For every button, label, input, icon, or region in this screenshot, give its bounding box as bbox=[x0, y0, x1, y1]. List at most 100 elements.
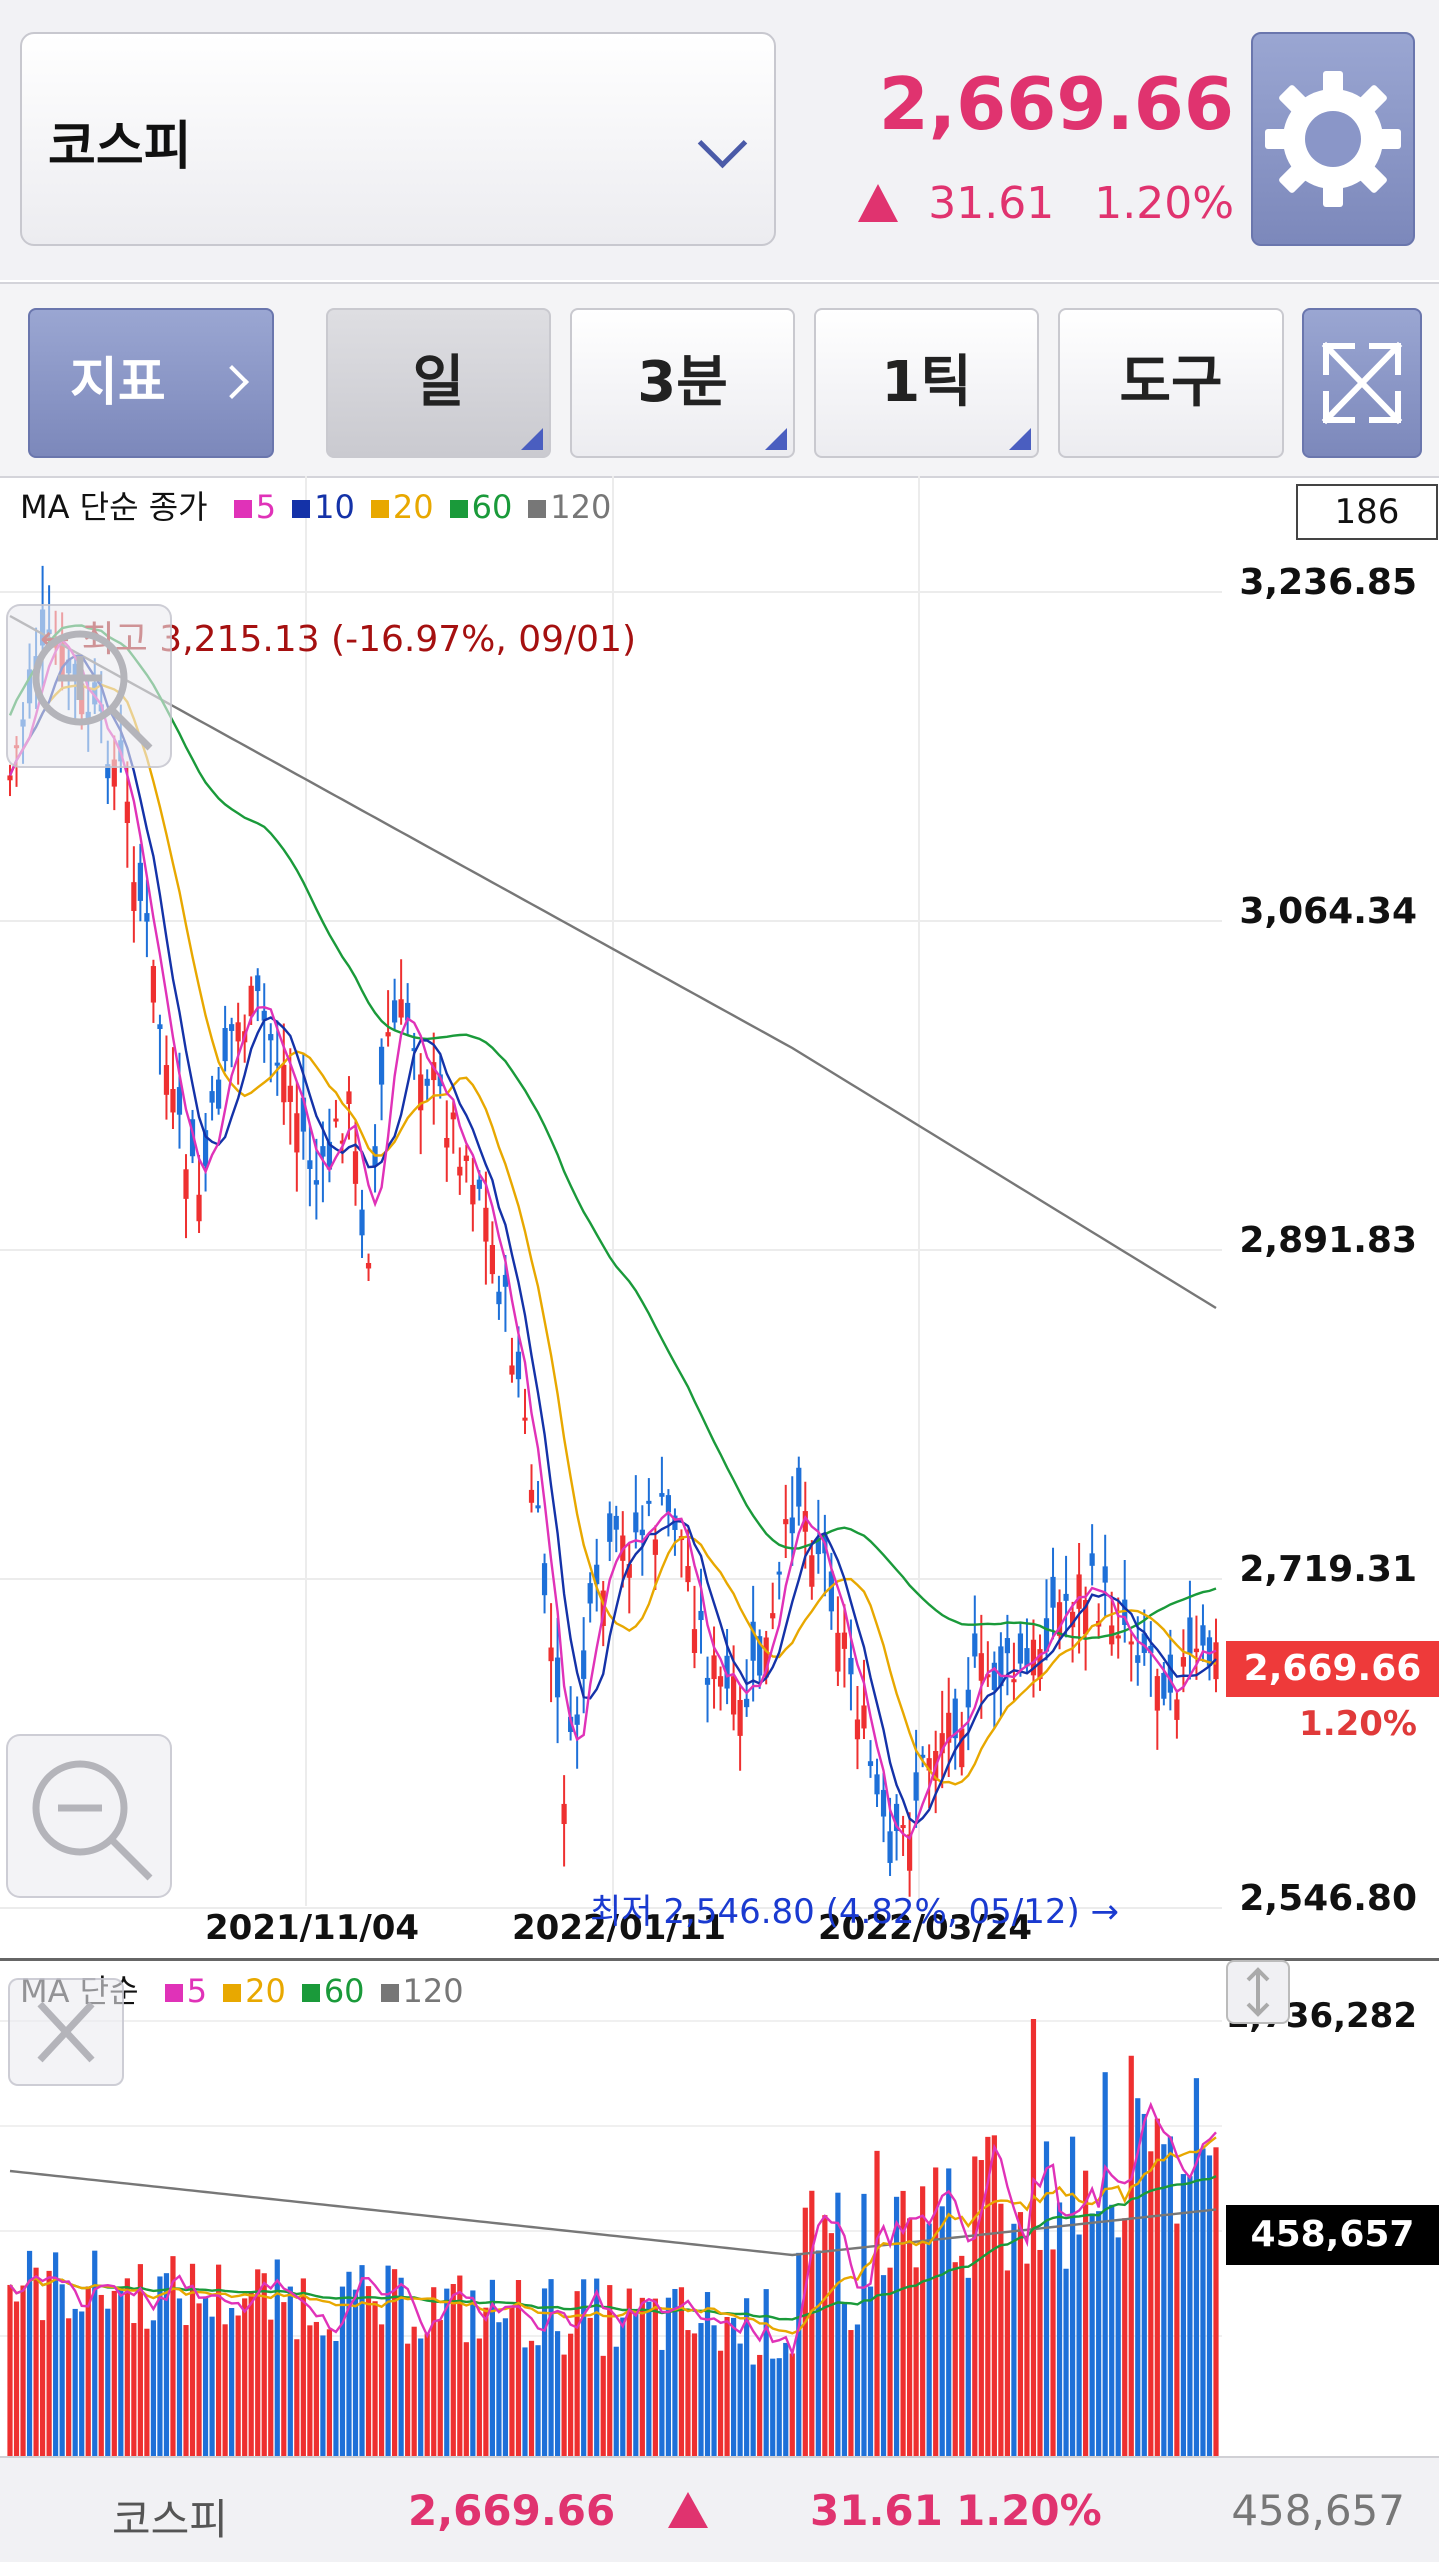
volume-bar bbox=[1193, 2078, 1200, 2459]
candle-body bbox=[1122, 1599, 1128, 1625]
volume-ma5-line bbox=[9, 2101, 1217, 2358]
volume-bar bbox=[633, 2308, 639, 2459]
price-ma5-legend: 5 bbox=[233, 488, 276, 526]
settings-button[interactable] bbox=[1251, 32, 1415, 246]
volume-bar bbox=[822, 2215, 828, 2459]
tools-button[interactable]: 도구 bbox=[1058, 308, 1284, 458]
candle-body bbox=[1024, 1648, 1030, 1667]
candle-body bbox=[509, 1365, 515, 1375]
candle-body bbox=[1174, 1699, 1180, 1720]
candle-body bbox=[867, 1761, 874, 1766]
volume-bar bbox=[1050, 2249, 1056, 2459]
gear-icon bbox=[1265, 71, 1401, 207]
volume-bar bbox=[913, 2267, 919, 2459]
volume-bar bbox=[1024, 2263, 1030, 2459]
volume-bar bbox=[1200, 2148, 1206, 2459]
volume-bar bbox=[365, 2286, 372, 2459]
volume-bar bbox=[320, 2335, 326, 2459]
candle-body bbox=[893, 1803, 900, 1831]
candle-body bbox=[470, 1184, 476, 1205]
volume-bar bbox=[1069, 2136, 1076, 2459]
volume-bar bbox=[1148, 2151, 1154, 2459]
indicator-button[interactable]: 지표 bbox=[28, 308, 274, 458]
candle-body bbox=[1069, 1611, 1076, 1628]
candle-body bbox=[1076, 1574, 1082, 1609]
volume-bar bbox=[587, 2317, 593, 2459]
tab-3min[interactable]: 3분 bbox=[570, 308, 795, 458]
candle-body bbox=[978, 1653, 984, 1681]
candle-body bbox=[776, 1571, 782, 1575]
volume-bar bbox=[163, 2273, 170, 2459]
tab-1tick[interactable]: 1틱 bbox=[814, 308, 1039, 458]
volume-bar bbox=[463, 2342, 469, 2459]
candle-body bbox=[320, 1146, 326, 1157]
candle-body bbox=[307, 1160, 313, 1169]
legend-swatch bbox=[528, 500, 547, 518]
fullscreen-button[interactable] bbox=[1302, 308, 1422, 458]
volume-bar bbox=[1180, 2174, 1187, 2459]
volume-bar bbox=[783, 2342, 789, 2459]
volume-bar bbox=[352, 2289, 359, 2459]
volume-bar bbox=[418, 2338, 424, 2459]
candle-body bbox=[1167, 1654, 1173, 1693]
close-pane-button[interactable] bbox=[8, 1978, 124, 2086]
bottom-volume: 458,657 bbox=[1231, 2486, 1405, 2535]
candle-body bbox=[659, 1493, 665, 1497]
volume-bar bbox=[248, 2291, 254, 2459]
index-name: 코스피 bbox=[48, 117, 192, 177]
candle-body bbox=[887, 1831, 893, 1863]
x-axis-tick: 2021/11/04 bbox=[205, 1908, 420, 1948]
candle-body bbox=[339, 1140, 346, 1144]
candle-body bbox=[522, 1417, 528, 1421]
volume-bar bbox=[1004, 2270, 1010, 2459]
volume-bar bbox=[13, 2301, 20, 2459]
volume-bar bbox=[998, 2203, 1004, 2459]
volume-bar bbox=[1135, 2098, 1141, 2459]
candle-body bbox=[150, 966, 157, 1003]
candle-body bbox=[685, 1566, 691, 1583]
candle-body bbox=[1161, 1672, 1167, 1699]
y-axis-tick: 2,546.80 bbox=[1239, 1878, 1417, 1919]
volume-bar bbox=[378, 2324, 385, 2459]
candle-body bbox=[926, 1758, 932, 1771]
candle-body bbox=[1187, 1617, 1193, 1654]
tab-daily-label: 일 bbox=[412, 350, 465, 415]
candle-body bbox=[1180, 1657, 1187, 1667]
candle-body bbox=[444, 1137, 450, 1148]
candle-body bbox=[1050, 1576, 1056, 1608]
candle-body bbox=[548, 1647, 554, 1662]
volume-bar bbox=[717, 2350, 724, 2459]
volume-bar bbox=[79, 2311, 85, 2459]
candle-count-input[interactable]: 186 bbox=[1296, 484, 1438, 540]
dropdown-corner-icon bbox=[1009, 428, 1031, 450]
volume-bar bbox=[704, 2292, 711, 2459]
volume-bar bbox=[939, 2206, 945, 2459]
volume-bar bbox=[313, 2321, 319, 2459]
volume-bar bbox=[189, 2263, 196, 2459]
candle-body bbox=[222, 1028, 228, 1062]
y-axis-tick: 2,719.31 bbox=[1239, 1549, 1417, 1590]
volume-bar bbox=[744, 2298, 750, 2459]
price-candlestick-chart[interactable] bbox=[0, 476, 1439, 1956]
pane-resize-handle[interactable] bbox=[1226, 1960, 1290, 2024]
volume-bar bbox=[59, 2284, 65, 2459]
volume-bar bbox=[85, 2286, 91, 2459]
volume-bar bbox=[880, 2275, 887, 2459]
zoom-out-button[interactable] bbox=[6, 1734, 172, 1898]
tab-daily[interactable]: 일 bbox=[326, 308, 551, 458]
volume-bar bbox=[137, 2264, 143, 2459]
volume-bar bbox=[144, 2328, 150, 2459]
volume-bar-chart[interactable] bbox=[0, 1958, 1439, 2459]
volume-bar bbox=[1213, 2147, 1219, 2459]
candle-body bbox=[946, 1712, 952, 1743]
volume-bar bbox=[483, 2307, 489, 2459]
zoom-in-button[interactable] bbox=[6, 604, 172, 768]
volume-bar bbox=[281, 2302, 287, 2459]
volume-bar bbox=[809, 2190, 815, 2459]
index-selector-dropdown[interactable]: 코스피 bbox=[20, 32, 776, 246]
volume-bar bbox=[1089, 2213, 1095, 2459]
candle-body bbox=[398, 999, 404, 1018]
volume-bar bbox=[613, 2346, 619, 2459]
current-price-marker: 2,669.66 bbox=[1226, 1641, 1439, 1697]
candle-body bbox=[724, 1655, 730, 1689]
